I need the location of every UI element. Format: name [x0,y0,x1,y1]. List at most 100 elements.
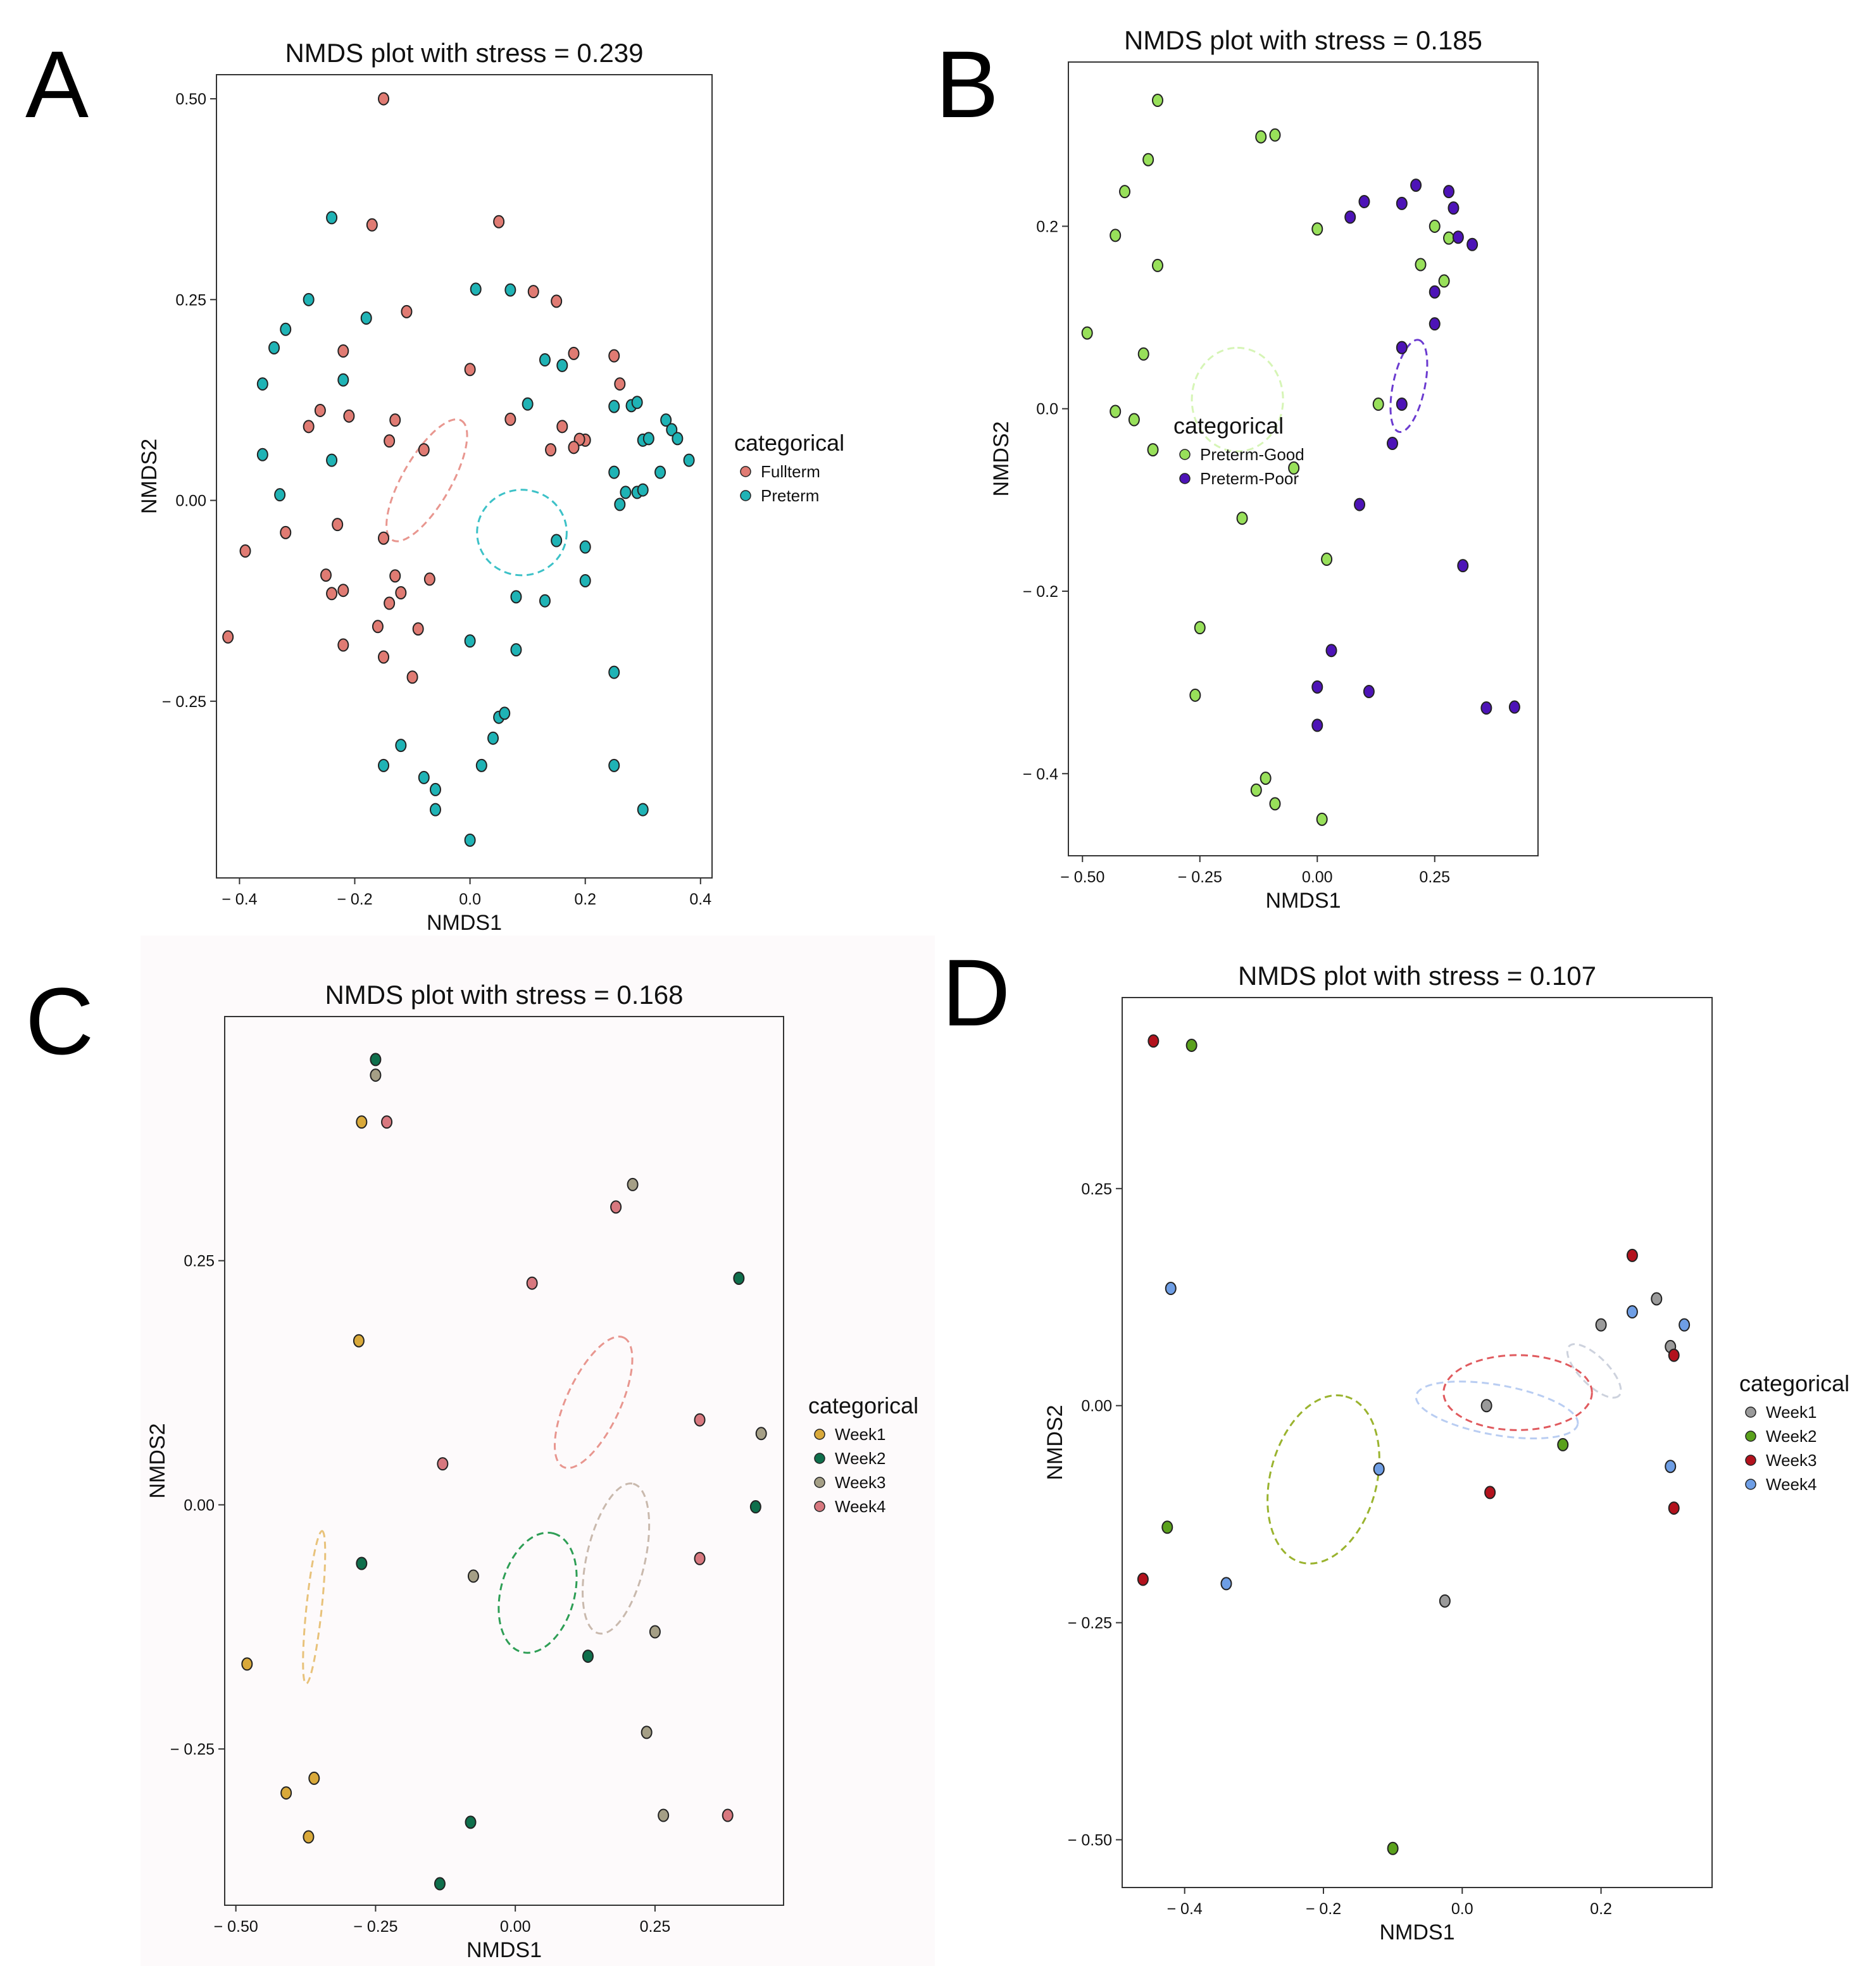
data-point [353,1334,365,1348]
confidence-ellipse [1389,339,1429,433]
data-point [356,1115,368,1129]
data-point [1260,771,1272,785]
data-point [1269,797,1281,811]
data-point [1679,1318,1691,1332]
y-axis-label: NMDS2 [989,421,1013,496]
data-point [522,397,534,411]
data-point [1438,274,1450,288]
data-point [239,544,251,558]
data-point [384,434,396,448]
data-point [1443,185,1455,199]
panel-b: B NMDS plot with stress = 0.185 − 0.50 − 0.… [935,25,1539,913]
data-point [556,358,568,372]
legend-marker [1179,449,1191,460]
y-tick-label: 0.00 [1081,1398,1112,1415]
x-tick-label: − 0.2 [337,891,372,908]
data-point [1165,1282,1177,1296]
data-point [412,622,424,636]
data-point [510,590,522,604]
data-point [1142,153,1154,166]
data-point [1484,1486,1496,1500]
data-point [1311,718,1323,732]
x-tick-label: 0.00 [500,1918,531,1936]
y-tick-label: 0.2 [1036,218,1058,235]
data-point [1415,258,1427,272]
data-point [1396,398,1408,411]
data-point [378,92,390,106]
x-tick-label: − 0.4 [1167,1900,1203,1918]
data-point [1151,94,1163,108]
data-point [487,731,499,745]
data-point [556,420,568,434]
data-point [582,1650,594,1663]
data-point [370,1068,382,1082]
y-tick-label: 0.25 [1081,1180,1112,1198]
data-point [256,377,268,391]
data-point [579,540,591,554]
data-point [504,412,516,426]
data-point [654,465,666,479]
confidence-ellipse [554,1336,634,1469]
data-point [280,1786,292,1800]
data-point [343,409,355,423]
legend-marker [1745,1406,1756,1418]
data-point [1110,404,1122,418]
chart-title: NMDS plot with stress = 0.239 [285,38,643,68]
data-point [1651,1292,1663,1306]
data-point [1161,1520,1173,1534]
data-point [326,587,338,601]
confidence-ellipse [476,489,568,577]
data-point [608,465,620,479]
data-point [475,758,487,772]
x-tick-label: 0.2 [574,891,596,908]
data-point [1119,185,1131,199]
data-point [437,1457,449,1471]
panel-a: A NMDS plot with stress = 0.239 − 0.4 − 0.2… [25,31,844,935]
panel-c-background [141,936,935,1966]
confidence-ellipse [582,1482,651,1635]
x-tick-label: 0.25 [1419,868,1450,886]
data-point [1220,1577,1232,1591]
data-point [1396,196,1408,210]
data-point [755,1427,767,1441]
data-point [608,758,620,772]
data-point [1358,195,1370,209]
data-point [1316,812,1328,826]
data-point [637,483,649,497]
x-axis-label: NMDS1 [427,911,502,935]
data-point [1110,229,1122,242]
data-point [1372,398,1384,411]
data-point [434,1877,446,1891]
data-point [1429,317,1441,331]
x-tick-label: − 0.2 [1306,1900,1341,1918]
data-point [579,573,591,587]
legend-marker [814,1501,825,1512]
data-point [256,448,268,461]
data-point [1387,1841,1399,1855]
data-point [467,1569,479,1583]
legend-entry: Week2 [835,1449,885,1468]
legend-entry: Week4 [1766,1475,1817,1494]
x-tick-label: 0.0 [459,891,481,908]
panel-d: D NMDS plot with stress = 0.107 − 0.4 − 0.2… [942,939,1849,1944]
legend-title: categorical [1173,413,1284,439]
data-point [1452,230,1464,244]
legend-entry: Week3 [1766,1451,1817,1470]
data-point [1137,1572,1149,1586]
y-axis-label: NMDS2 [1043,1405,1067,1480]
x-tick-label: − 0.25 [1178,868,1222,886]
data-point [395,739,407,753]
data-point [527,285,539,299]
x-tick-label: 0.00 [1302,868,1333,886]
data-point [510,643,522,657]
confidence-ellipse [1266,1394,1380,1565]
data-point [332,518,344,532]
data-point [1448,201,1460,215]
y-tick-label: 0.25 [175,291,206,309]
data-point [1269,128,1281,142]
data-point [733,1271,745,1285]
plot-frame [1122,997,1713,1888]
data-point [660,413,672,427]
data-point [303,292,315,306]
panel-letter: D [942,939,1010,1046]
